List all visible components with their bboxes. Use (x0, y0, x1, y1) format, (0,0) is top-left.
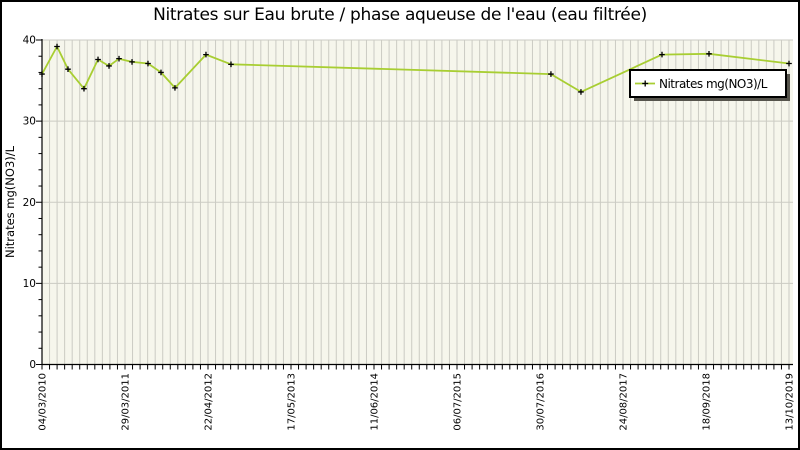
x-tick-label: 24/08/2017 (619, 373, 630, 431)
y-tick-label: 0 (29, 359, 36, 371)
x-tick-label: 30/07/2016 (536, 373, 547, 431)
y-tick-label: 30 (23, 116, 36, 128)
legend-label: Nitrates mg(NO3)/L (659, 77, 768, 91)
x-tick-label: 06/07/2015 (453, 373, 464, 431)
y-tick-label: 10 (23, 278, 36, 290)
x-tick-label: 29/03/2011 (121, 373, 132, 431)
legend-marker-sample (642, 80, 649, 87)
x-tick-label: 04/03/2010 (38, 373, 49, 431)
x-tick-label: 13/10/2019 (785, 373, 796, 431)
legend-box (629, 69, 787, 98)
chart-title: Nitrates sur Eau brute / phase aqueuse d… (153, 5, 647, 25)
x-tick-label: 11/06/2014 (370, 373, 381, 431)
x-tick-label: 18/09/2018 (702, 373, 713, 431)
x-tick-label: 17/05/2013 (287, 373, 298, 431)
y-tick-label: 40 (23, 35, 36, 47)
x-tick-label: 22/04/2012 (204, 373, 215, 431)
data-point-markers (39, 43, 792, 95)
data-line (41, 45, 790, 93)
y-axis-title: Nitrates mg(NO3)/L (3, 145, 17, 258)
y-tick-label: 20 (23, 197, 36, 209)
